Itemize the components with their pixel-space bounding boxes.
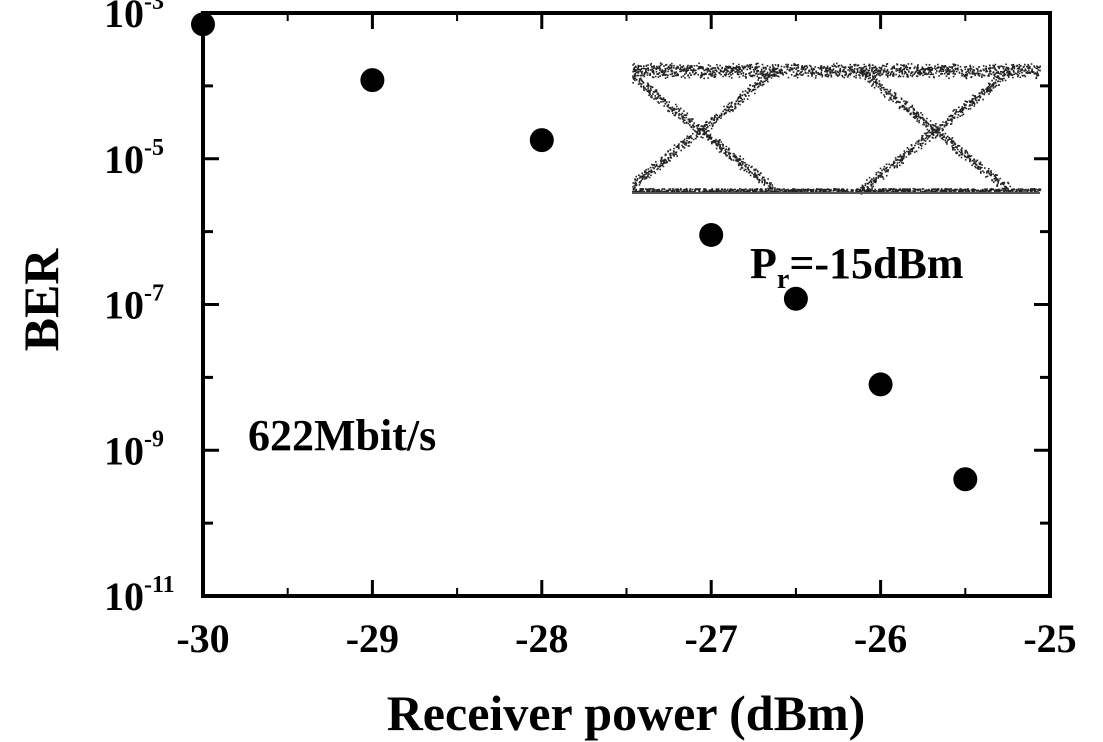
eye-diagram-traces bbox=[632, 62, 1042, 195]
inset-power-sub: r bbox=[777, 264, 789, 295]
y-tick-labels: 10-3 10-5 10-7 10-9 10-11 bbox=[104, 0, 175, 619]
y-tick-label: 10-9 bbox=[104, 426, 164, 473]
y-tick-label: 10-7 bbox=[104, 281, 164, 328]
y-axis-title: BER bbox=[13, 248, 69, 352]
data-points bbox=[191, 12, 978, 492]
bitrate-annotation: 622Mbit/s bbox=[248, 411, 436, 460]
x-axis-title: Receiver power (dBm) bbox=[387, 685, 866, 741]
x-tick-label: -26 bbox=[854, 616, 907, 661]
data-point bbox=[868, 372, 893, 397]
y-tick-label: 10-3 bbox=[104, 0, 164, 36]
x-tick-label: -30 bbox=[176, 616, 229, 661]
data-point bbox=[699, 222, 724, 247]
data-point bbox=[360, 68, 385, 93]
x-tick-label: -29 bbox=[346, 616, 399, 661]
inset-power-prefix: P bbox=[750, 239, 777, 288]
eye-diagram-inset bbox=[632, 62, 1042, 195]
plot-frame bbox=[201, 11, 1052, 598]
inset-power-suffix: =-15dBm bbox=[789, 239, 963, 288]
x-tick-label: -25 bbox=[1023, 616, 1076, 661]
inset-power-annotation: Pr=-15dBm bbox=[750, 239, 964, 295]
data-point bbox=[529, 128, 554, 153]
x-tick-label: -27 bbox=[685, 616, 738, 661]
x-tick-labels: -30 -29 -28 -27 -26 -25 bbox=[176, 616, 1076, 661]
data-point bbox=[191, 12, 215, 37]
y-tick-label: 10-11 bbox=[104, 572, 175, 619]
y-tick-label: 10-5 bbox=[104, 135, 164, 182]
axis-ticks bbox=[201, 11, 1052, 598]
data-point bbox=[783, 286, 808, 311]
data-point bbox=[953, 467, 978, 492]
x-tick-label: -28 bbox=[515, 616, 568, 661]
